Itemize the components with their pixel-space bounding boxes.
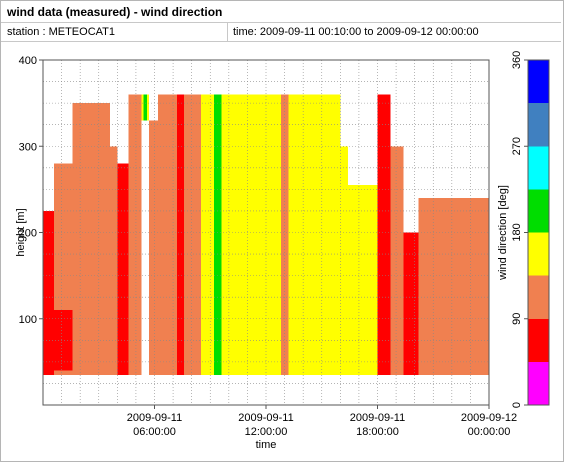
info-bar: station : METEOCAT1 time: 2009-09-11 00:…: [1, 23, 561, 42]
colorbar-bin: [528, 232, 549, 276]
heatmap-cell: [72, 103, 110, 375]
x-tick-label-date: 2009-09-11: [127, 412, 182, 424]
heatmap-cell: [143, 94, 148, 121]
y-axis-label: height [m]: [15, 208, 27, 256]
colorbar-tick-label: 0: [511, 402, 523, 408]
y-tick-label: 100: [19, 314, 37, 326]
x-tick-label-date: 2009-09-11: [238, 412, 293, 424]
colorbar-bin: [528, 361, 549, 405]
heatmap-cell: [418, 198, 489, 375]
x-tick-label-date: 2009-09-12: [461, 412, 517, 424]
colorbar-bin: [528, 103, 549, 147]
heatmap-cell: [109, 146, 118, 375]
heatmap-cell: [347, 185, 378, 375]
heatmap-cell: [340, 146, 348, 375]
heatmap-cell: [176, 94, 185, 375]
y-tick-label: 300: [19, 141, 37, 153]
heatmap-cell: [403, 232, 419, 375]
heatmap-cell: [377, 94, 391, 375]
heatmap-cell: [117, 163, 129, 375]
heatmap-cell: [148, 120, 159, 375]
x-axis-label: time: [256, 439, 277, 451]
heatmap-cell: [221, 94, 281, 375]
colorbar-tick-label: 90: [511, 313, 523, 325]
colorbar-bin: [528, 60, 549, 104]
x-tick-label-date: 2009-09-11: [350, 412, 405, 424]
heatmap-cell: [288, 94, 341, 375]
heatmap-cell: [200, 94, 214, 375]
title-bar: wind data (measured) - wind direction: [1, 1, 561, 23]
colorbar-tick-label: 360: [511, 51, 523, 69]
heatmap-cell: [158, 94, 177, 375]
x-tick-label-time: 00:00:00: [468, 426, 511, 438]
time-range-label: time: 2009-09-11 00:10:00 to 2009-09-12 …: [233, 26, 479, 38]
heatmap-cell: [128, 94, 142, 375]
heatmap-cell: [213, 94, 222, 375]
chart-title: wind data (measured) - wind direction: [7, 5, 223, 19]
colorbar-bin: [528, 275, 549, 319]
station-label: station : METEOCAT1: [7, 26, 115, 38]
colorbar-bin: [528, 146, 549, 190]
colorbar-tick-label: 180: [511, 223, 523, 241]
x-tick-label-time: 12:00:00: [245, 426, 288, 438]
x-tick-label-time: 18:00:00: [356, 426, 399, 438]
x-tick-label-time: 06:00:00: [133, 426, 176, 438]
colorbar-tick-label: 270: [511, 137, 523, 155]
info-divider: [227, 23, 228, 41]
colorbar-bin: [528, 189, 549, 233]
colorbar-label: wind direction [deg]: [497, 185, 509, 281]
heatmap-cell: [184, 94, 201, 375]
colorbar-bin: [528, 318, 549, 362]
y-tick-label: 200: [19, 228, 37, 240]
y-tick-label: 400: [19, 55, 37, 67]
heatmap-cell: [43, 210, 55, 375]
heatmap-cell: [390, 146, 404, 375]
